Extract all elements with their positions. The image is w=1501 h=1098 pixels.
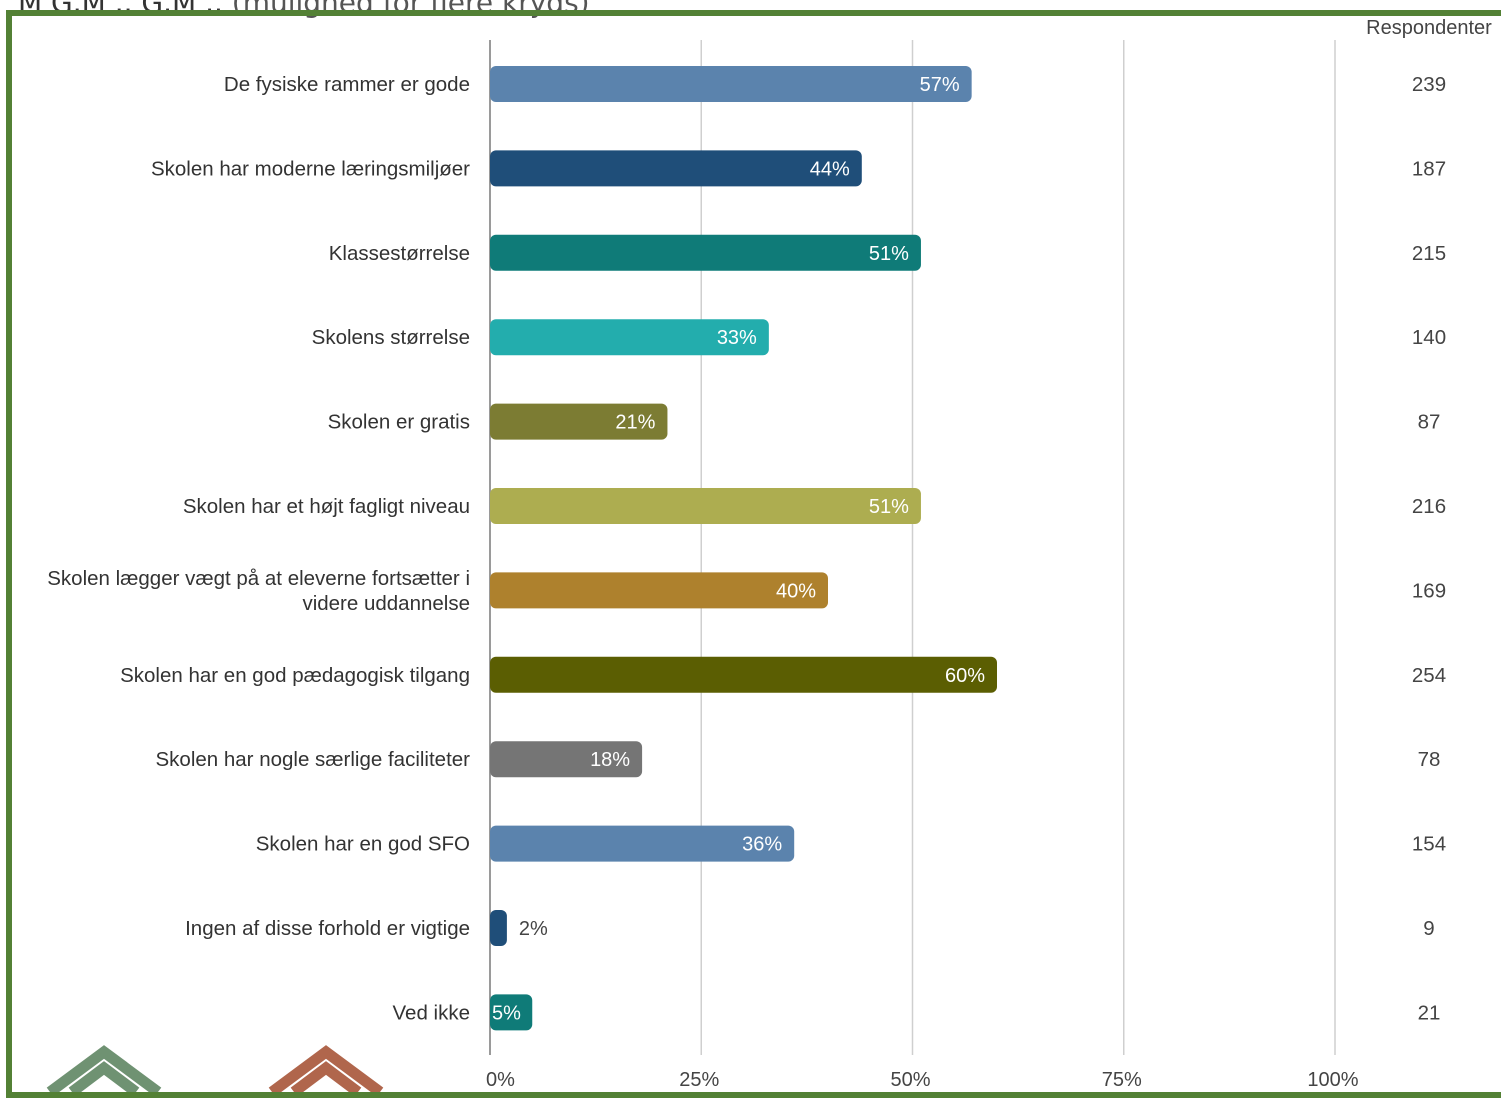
bar xyxy=(490,319,769,356)
category-label: Skolens størrelse xyxy=(312,326,470,349)
value-label: 36% xyxy=(742,834,782,856)
category-label: Ved ikke xyxy=(393,1001,471,1024)
value-label: 18% xyxy=(590,749,630,771)
respondent-count: 187 xyxy=(1412,157,1446,180)
respondent-count: 87 xyxy=(1418,411,1441,434)
value-label: 33% xyxy=(717,327,757,349)
respondent-count: 215 xyxy=(1412,242,1446,265)
bar xyxy=(490,66,972,102)
category-label-line: Ved ikke xyxy=(393,1001,471,1024)
respondent-count: 21 xyxy=(1418,1001,1441,1024)
bar xyxy=(490,572,828,609)
respondent-count: 154 xyxy=(1412,833,1446,856)
category-label: Ingen af disse forhold er vigtige xyxy=(185,917,470,940)
bar xyxy=(490,741,643,778)
bar xyxy=(490,825,795,862)
value-label: 40% xyxy=(776,580,816,602)
category-label: Skolen er gratis xyxy=(328,411,470,434)
value-label: 21% xyxy=(615,412,655,434)
category-label-line: Klassestørrelse xyxy=(329,242,470,265)
gridlines xyxy=(489,40,1336,1055)
x-tick-label: 0% xyxy=(486,1069,515,1091)
red-house-logo-outer xyxy=(268,1045,384,1092)
value-label: 44% xyxy=(810,158,850,180)
category-label: Klassestørrelse xyxy=(329,242,470,265)
category-label-line: Skolen er gratis xyxy=(328,411,470,434)
category-label-line: De fysiske rammer er gode xyxy=(224,73,470,96)
x-tick-label: 100% xyxy=(1307,1069,1358,1091)
respondent-count: 254 xyxy=(1412,664,1446,687)
red-house-logo-inner xyxy=(290,1061,362,1092)
category-label-line: Skolen har en god SFO xyxy=(256,833,470,856)
category-label: Skolen har en god pædagogisk tilgang xyxy=(120,664,470,687)
bar xyxy=(490,994,533,1031)
category-label: Skolen har en god SFO xyxy=(256,833,470,856)
category-label: Skolen har et højt fagligt niveau xyxy=(183,495,470,518)
bar xyxy=(490,403,668,440)
category-label-line: Skolens størrelse xyxy=(312,326,470,349)
value-label: 57% xyxy=(920,74,960,96)
green-house-logo-inner xyxy=(68,1061,140,1092)
respondent-count: 78 xyxy=(1418,748,1441,771)
bar xyxy=(490,656,997,693)
value-label: 51% xyxy=(869,243,909,265)
x-tick-label: 25% xyxy=(679,1069,719,1091)
category-label-line: Skolen lægger vægt på at eleverne fortsæ… xyxy=(47,567,470,590)
category-label-line: videre uddannelse xyxy=(302,592,470,615)
logo-decoration xyxy=(46,1045,384,1092)
bar xyxy=(490,150,862,187)
x-tick-label: 50% xyxy=(890,1069,930,1091)
category-label: Skolen har moderne læringsmiljøer xyxy=(151,157,470,180)
value-label: 51% xyxy=(869,496,909,518)
x-tick-label: 75% xyxy=(1102,1069,1142,1091)
value-label: 2% xyxy=(519,918,548,940)
respondent-count: 140 xyxy=(1412,326,1446,349)
value-label: 5% xyxy=(492,1002,521,1024)
respondent-count: 239 xyxy=(1412,73,1446,96)
respondent-count: 216 xyxy=(1412,495,1446,518)
green-house-logo-outer xyxy=(46,1045,162,1092)
category-label-line: Skolen har moderne læringsmiljøer xyxy=(151,157,470,180)
bar xyxy=(490,234,921,271)
bar xyxy=(490,488,921,524)
category-label-line: Skolen har en god pædagogisk tilgang xyxy=(120,664,470,687)
category-label: De fysiske rammer er gode xyxy=(224,73,470,96)
respondent-count: 9 xyxy=(1423,917,1434,940)
bar xyxy=(490,910,507,946)
respondent-count: 169 xyxy=(1412,579,1446,602)
category-label-line: Skolen har et højt fagligt niveau xyxy=(183,495,470,518)
category-label: Skolen lægger vægt på at eleverne fortsæ… xyxy=(47,567,470,615)
category-label-line: Ingen af disse forhold er vigtige xyxy=(185,917,470,940)
category-label: Skolen har nogle særlige faciliteter xyxy=(156,748,471,771)
value-label: 60% xyxy=(945,665,985,687)
respondents-header: Respondenter xyxy=(1366,17,1492,39)
category-label-line: Skolen har nogle særlige faciliteter xyxy=(156,748,471,771)
